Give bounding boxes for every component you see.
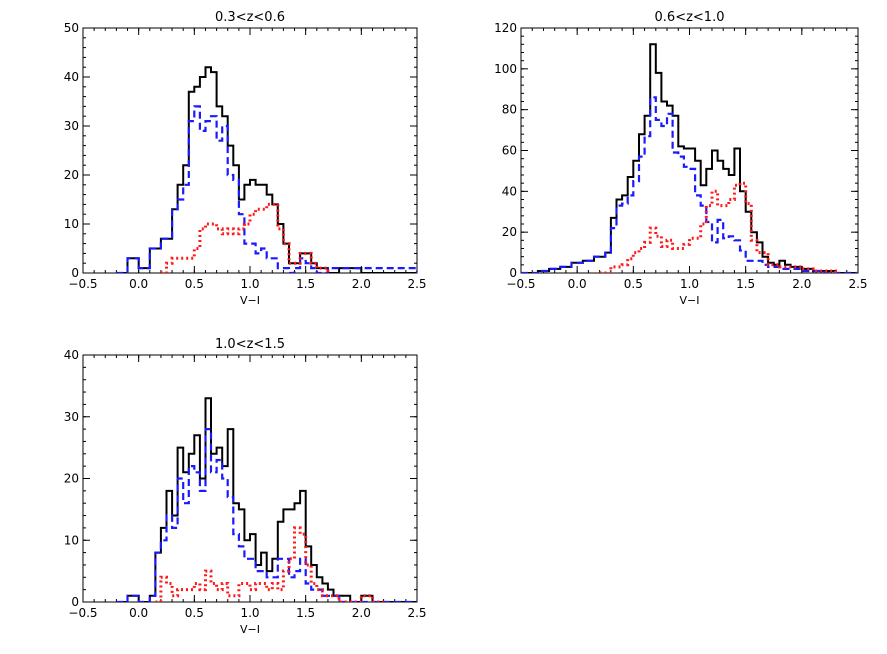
series-dotted-red: [599, 181, 837, 273]
series-dashed-blue: [521, 96, 858, 273]
x-axis-label: V−I: [680, 294, 700, 307]
panel-title: 1.0<z<1.5: [215, 337, 285, 352]
y-tick-label: 20: [502, 225, 517, 239]
y-tick-label: 10: [64, 533, 79, 547]
x-tick-label: 1.5: [296, 606, 315, 620]
x-tick-label: −0.5: [506, 277, 535, 291]
x-tick-label: 1.5: [736, 277, 755, 291]
plot-frame: [520, 27, 859, 274]
y-tick-label: 10: [64, 217, 79, 231]
x-tick-label: 2.5: [407, 277, 426, 291]
x-tick-label: 1.5: [296, 277, 315, 291]
x-tick-label: 0.5: [624, 277, 643, 291]
y-tick-label: 50: [64, 21, 79, 35]
series-dashed-blue: [116, 105, 417, 273]
y-tick-label: 60: [502, 144, 517, 158]
x-tick-label: 0.0: [129, 277, 148, 291]
x-tick-label: −0.5: [68, 277, 97, 291]
y-tick-label: 20: [64, 472, 79, 486]
y-tick-label: 30: [64, 119, 79, 133]
plot-frame: [82, 27, 418, 274]
y-tick-label: 80: [502, 103, 517, 117]
histogram-panel-3: 1.0<z<1.5 V−I −0.5 0.0 0.5 1.0 1.5 2.0 2.5 0 10 20 3…: [64, 337, 427, 636]
x-tick-label: 2.0: [352, 277, 371, 291]
plot-frame: [82, 354, 418, 603]
y-tick-label: 0: [71, 266, 79, 280]
x-tick-label: 2.0: [352, 606, 371, 620]
x-tick-label: 1.0: [240, 606, 259, 620]
x-tick-label: −0.5: [68, 606, 97, 620]
y-tick-label: 20: [64, 168, 79, 182]
x-tick-label: 0.0: [568, 277, 587, 291]
y-tick-label: 30: [64, 410, 79, 424]
panel-title: 0.6<z<1.0: [655, 10, 725, 25]
series-dotted-red: [160, 202, 330, 273]
x-tick-label: 2.5: [407, 606, 426, 620]
x-tick-label: 1.0: [240, 277, 259, 291]
y-tick-label: 100: [494, 62, 517, 76]
series-solid-total: [116, 397, 417, 602]
series-dotted-red: [155, 526, 384, 602]
x-tick-label: 2.5: [848, 277, 867, 291]
panel-title: 0.3<z<0.6: [215, 10, 285, 25]
x-axis-label: V−I: [240, 294, 260, 307]
series-solid-total: [521, 43, 858, 273]
x-tick-label: 0.0: [129, 606, 148, 620]
series-dashed-blue: [116, 428, 417, 602]
histogram-panel-2: 0.6<z<1.0 V−I −0.5 0.0 0.5 1.0 1.5 2.0 2.5 0 20 40 6…: [494, 10, 867, 307]
y-tick-label: 40: [64, 348, 79, 362]
x-tick-label: 2.0: [792, 277, 811, 291]
x-axis-label: V−I: [240, 623, 260, 636]
y-tick-label: 0: [71, 595, 79, 609]
x-tick-label: 0.5: [185, 277, 204, 291]
x-tick-label: 1.0: [680, 277, 699, 291]
histogram-panel-1: 0.3<z<0.6 V−I −0.5 0.0 0.5 1.0 1.5 2.0 2.5 0 10 20 3…: [64, 10, 427, 307]
y-tick-label: 40: [64, 70, 79, 84]
y-tick-label: 120: [494, 21, 517, 35]
y-tick-label: 0: [509, 266, 517, 280]
y-tick-label: 40: [502, 184, 517, 198]
x-tick-label: 0.5: [185, 606, 204, 620]
